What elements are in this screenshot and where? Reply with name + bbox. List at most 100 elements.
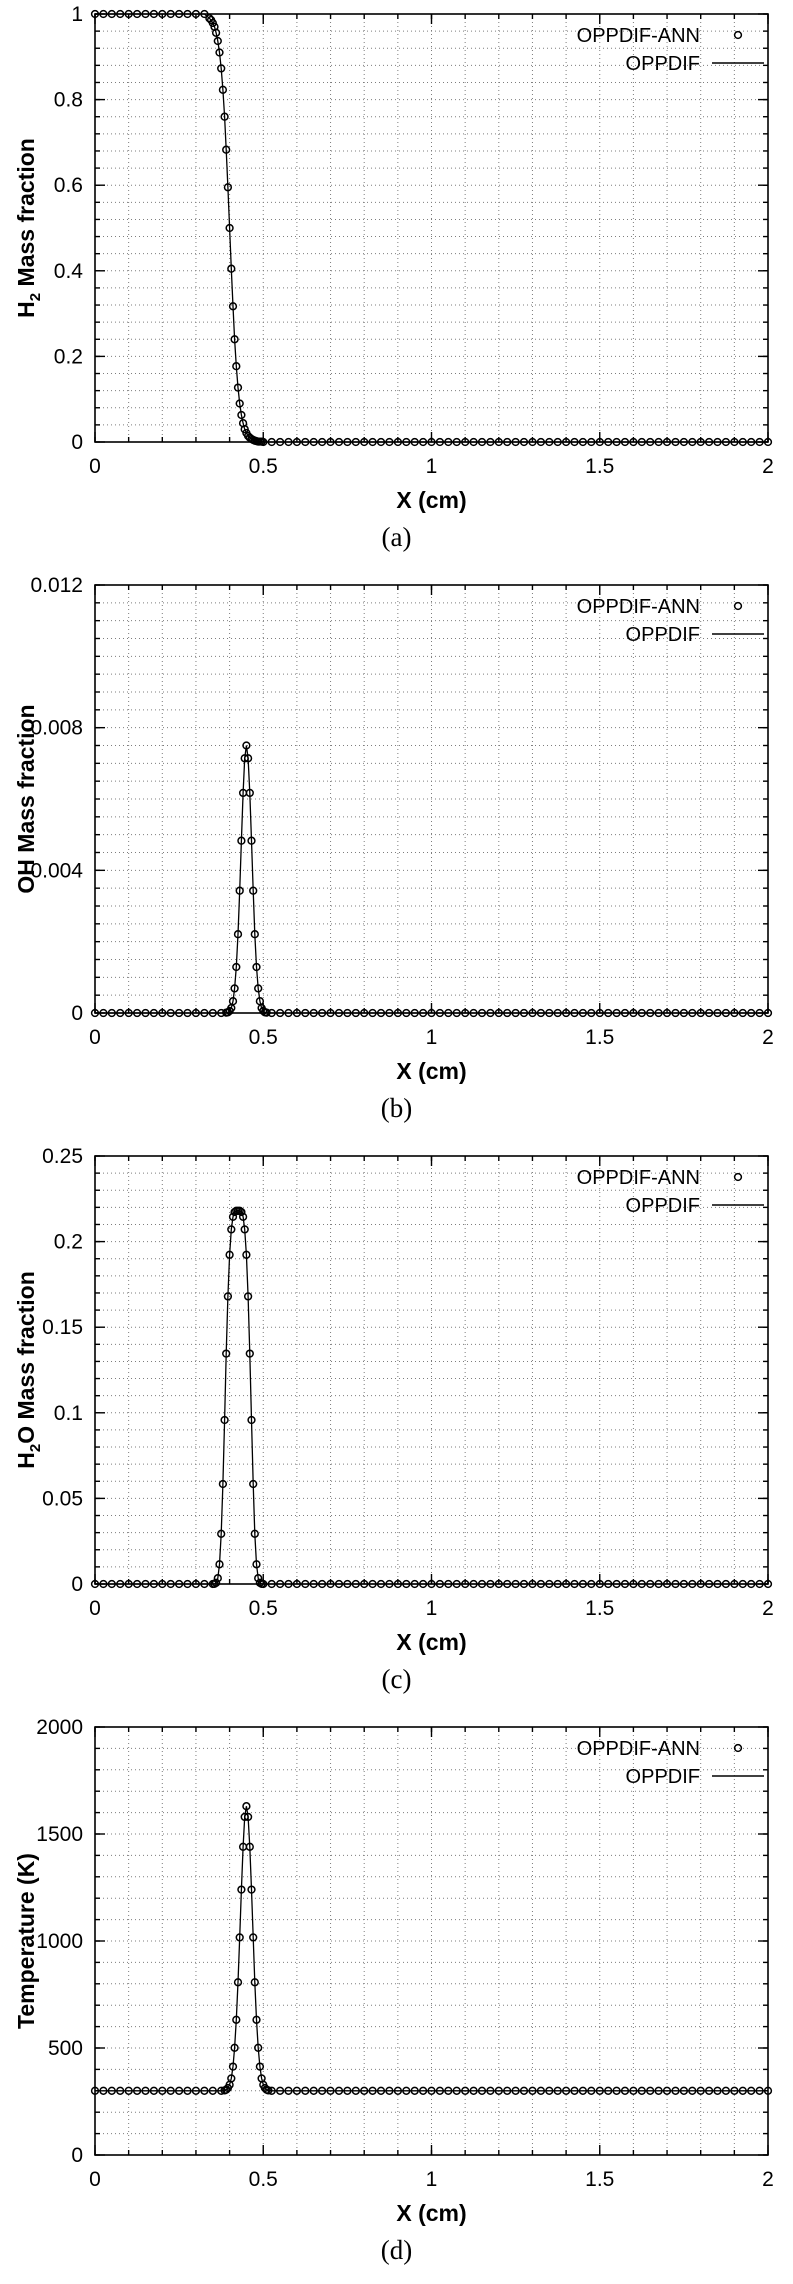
data-point-circle bbox=[334, 2086, 344, 2095]
data-point-circle bbox=[730, 2086, 739, 2095]
y-tick-label: 1 bbox=[71, 3, 83, 26]
data-point-circle bbox=[528, 2086, 537, 2095]
panel-d: 0 0.5 1 1.5 2 0 500 1000 1500 2000 X (cm) Temperatu… bbox=[0, 1713, 793, 2284]
y-tick-label: 0.4 bbox=[54, 260, 84, 283]
y-axis-title-segment: H bbox=[13, 301, 39, 318]
data-point-circle bbox=[243, 1292, 253, 1301]
data-point-circle bbox=[250, 930, 259, 939]
x-axis-title: X (cm) bbox=[396, 1058, 466, 1084]
data-point-circle bbox=[688, 2086, 697, 2095]
data-point-circle bbox=[213, 36, 222, 46]
data-point-circle bbox=[755, 2086, 764, 2095]
data-point-circle bbox=[553, 2086, 562, 2095]
y-axis-title: H2 Mass fraction bbox=[13, 138, 44, 318]
data-point-circle bbox=[250, 1529, 259, 1538]
data-point-circle bbox=[646, 2086, 655, 2095]
data-point-circle bbox=[309, 2086, 318, 2095]
data-point-circle bbox=[570, 2086, 579, 2095]
data-point-circle bbox=[317, 2086, 327, 2095]
y-axis-title-segment: H bbox=[13, 1452, 39, 1469]
data-point-circle bbox=[227, 264, 236, 273]
chart-b-canvas: 0 0.5 1 1.5 2 0 0.004 0.008 0.012 X (cm) OH Mass f… bbox=[13, 574, 774, 1084]
x-tick-label: 2 bbox=[762, 2168, 774, 2191]
y-tick-label: 0.2 bbox=[54, 1231, 83, 1254]
y-tick-label: 0 bbox=[71, 1002, 83, 1025]
axis-ticks bbox=[94, 584, 769, 1014]
data-point-circle bbox=[254, 984, 263, 993]
data-point-circle bbox=[220, 1415, 229, 1425]
data-point-circle bbox=[183, 2086, 192, 2095]
y-axis-title-segment: O Mass fraction bbox=[13, 1271, 39, 1444]
panel-c: 0 0.5 1 1.5 2 0 0.05 0.1 0.15 0.2 0.25 X (cm) H2O Ma… bbox=[0, 1142, 793, 1713]
legend-label: OPPDIF-ANN bbox=[577, 1167, 700, 1189]
legend-marker-circle-icon bbox=[733, 1743, 743, 1753]
data-point-circle bbox=[402, 2086, 411, 2095]
data-point-circle bbox=[254, 2043, 263, 2052]
data-point-circle bbox=[237, 1207, 246, 1217]
data-point-circle bbox=[230, 984, 239, 993]
data-point-circle bbox=[225, 1250, 234, 1259]
axis-ticks bbox=[94, 13, 769, 443]
data-point-circle bbox=[343, 2086, 352, 2095]
legend-label: OPPDIF bbox=[626, 624, 700, 646]
data-point-circle bbox=[200, 2086, 209, 2095]
data-point-circle bbox=[230, 2043, 239, 2052]
legend-label: OPPDIF-ANN bbox=[577, 1738, 700, 1760]
data-point-circle bbox=[223, 183, 233, 192]
data-point-circle bbox=[503, 2086, 512, 2095]
series-oppdif-ann-markers bbox=[90, 741, 773, 1018]
data-point-circle bbox=[292, 2086, 302, 2095]
grid bbox=[94, 1155, 769, 1585]
data-point-circle bbox=[376, 2086, 386, 2095]
caption-d: (d) bbox=[380, 2235, 413, 2265]
data-point-circle bbox=[249, 886, 258, 895]
x-tick-label: 2 bbox=[762, 1026, 774, 1049]
chart-c-canvas: 0 0.5 1 1.5 200.050.10.150.20.25X (cm)H2O Ma… bbox=[13, 1145, 774, 1655]
data-point-circle bbox=[444, 2086, 453, 2095]
data-point-circle bbox=[469, 2086, 478, 2095]
data-point-circle bbox=[595, 2086, 604, 2095]
data-point-circle bbox=[519, 2086, 529, 2095]
data-point-circle bbox=[228, 997, 238, 1006]
data-point-circle bbox=[132, 2086, 142, 2095]
data-point-circle bbox=[671, 2086, 680, 2095]
data-point-circle bbox=[191, 2086, 201, 2095]
data-point-circle bbox=[208, 2086, 217, 2095]
data-point-circle bbox=[237, 410, 246, 420]
data-point-circle bbox=[237, 836, 246, 845]
y-tick-label: 0 bbox=[71, 2144, 83, 2167]
data-point-circle bbox=[247, 836, 256, 845]
x-tick-label: 0 bbox=[89, 1597, 101, 1620]
caption-a: (a) bbox=[381, 522, 412, 552]
y-tick-label: 0.05 bbox=[42, 1487, 83, 1510]
data-point-circle bbox=[211, 1578, 221, 1587]
caption-c: (c) bbox=[381, 1664, 412, 1694]
y-axis-title: OH Mass fraction bbox=[13, 704, 39, 893]
data-point-circle bbox=[218, 85, 228, 94]
grid bbox=[94, 584, 769, 1014]
legend-label: OPPDIF bbox=[626, 53, 700, 75]
data-point-circle bbox=[230, 335, 239, 344]
data-point-circle bbox=[247, 1885, 256, 1894]
legend: OPPDIF-ANN OPPDIF bbox=[577, 25, 764, 75]
series-oppdif-line bbox=[95, 1806, 768, 2092]
data-point-circle bbox=[235, 1206, 244, 1215]
data-point-circle bbox=[149, 2086, 159, 2095]
data-point-circle bbox=[240, 425, 249, 434]
data-point-circle bbox=[166, 2086, 175, 2095]
data-point-circle bbox=[235, 886, 244, 895]
data-point-circle bbox=[232, 362, 241, 371]
data-point-circle bbox=[275, 2086, 285, 2095]
data-point-circle bbox=[232, 962, 241, 972]
panel-a: 0 0.5 1 1.5 2 0 0.2 0.4 0.6 0.8 1 X (cm) H2 Mass fra… bbox=[0, 0, 793, 571]
data-point-circle bbox=[654, 2086, 663, 2095]
data-point-circle bbox=[238, 1212, 248, 1221]
legend-marker-circle-icon bbox=[733, 1172, 743, 1182]
legend: OPPDIF-ANN OPPDIF bbox=[577, 596, 764, 646]
data-point-circle bbox=[284, 2086, 293, 2095]
data-point-circle bbox=[213, 1574, 222, 1583]
data-point-circle bbox=[232, 2015, 241, 2024]
axis-ticks bbox=[94, 1155, 769, 1585]
x-tick-label: 2 bbox=[762, 1597, 774, 1620]
